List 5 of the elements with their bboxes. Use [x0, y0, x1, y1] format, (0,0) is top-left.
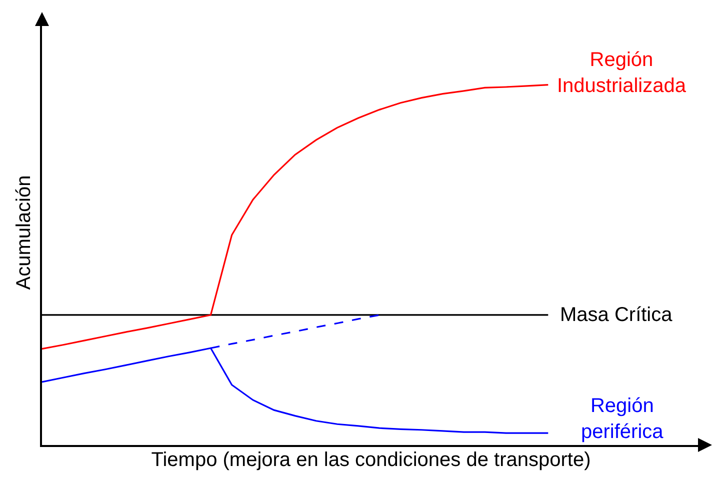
series-label: Región periférica [581, 395, 664, 443]
series-label: Masa Crítica [560, 304, 674, 326]
y-axis-title: Acumulación [13, 175, 35, 290]
x-axis-title: Tiempo (mejora en las condiciones de transporte) [151, 449, 591, 471]
series-label: Región Industrializada [557, 49, 687, 97]
